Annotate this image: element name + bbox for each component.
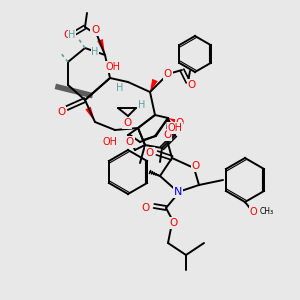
Text: O: O (57, 107, 65, 117)
Text: O: O (126, 137, 134, 147)
Text: H: H (116, 83, 124, 93)
Text: O: O (192, 161, 200, 171)
Text: H: H (138, 100, 146, 110)
Text: H: H (68, 30, 76, 40)
Text: O: O (123, 118, 131, 128)
Text: O: O (63, 30, 71, 40)
Polygon shape (85, 107, 95, 122)
Text: O: O (164, 69, 172, 79)
Text: O: O (163, 130, 171, 140)
Text: OH: OH (167, 123, 182, 133)
Text: O: O (146, 148, 154, 158)
Text: O: O (142, 203, 150, 213)
Polygon shape (150, 79, 158, 92)
Text: O: O (91, 25, 99, 35)
Text: N: N (174, 187, 182, 197)
Polygon shape (168, 118, 181, 126)
Text: CH₃: CH₃ (260, 208, 274, 217)
Text: OH: OH (103, 137, 118, 147)
Text: O: O (176, 118, 184, 128)
Text: OH: OH (106, 62, 121, 72)
Polygon shape (97, 39, 105, 55)
Text: O: O (170, 218, 178, 228)
Text: O: O (249, 207, 257, 217)
Text: H: H (91, 47, 99, 57)
Text: O: O (188, 80, 196, 90)
